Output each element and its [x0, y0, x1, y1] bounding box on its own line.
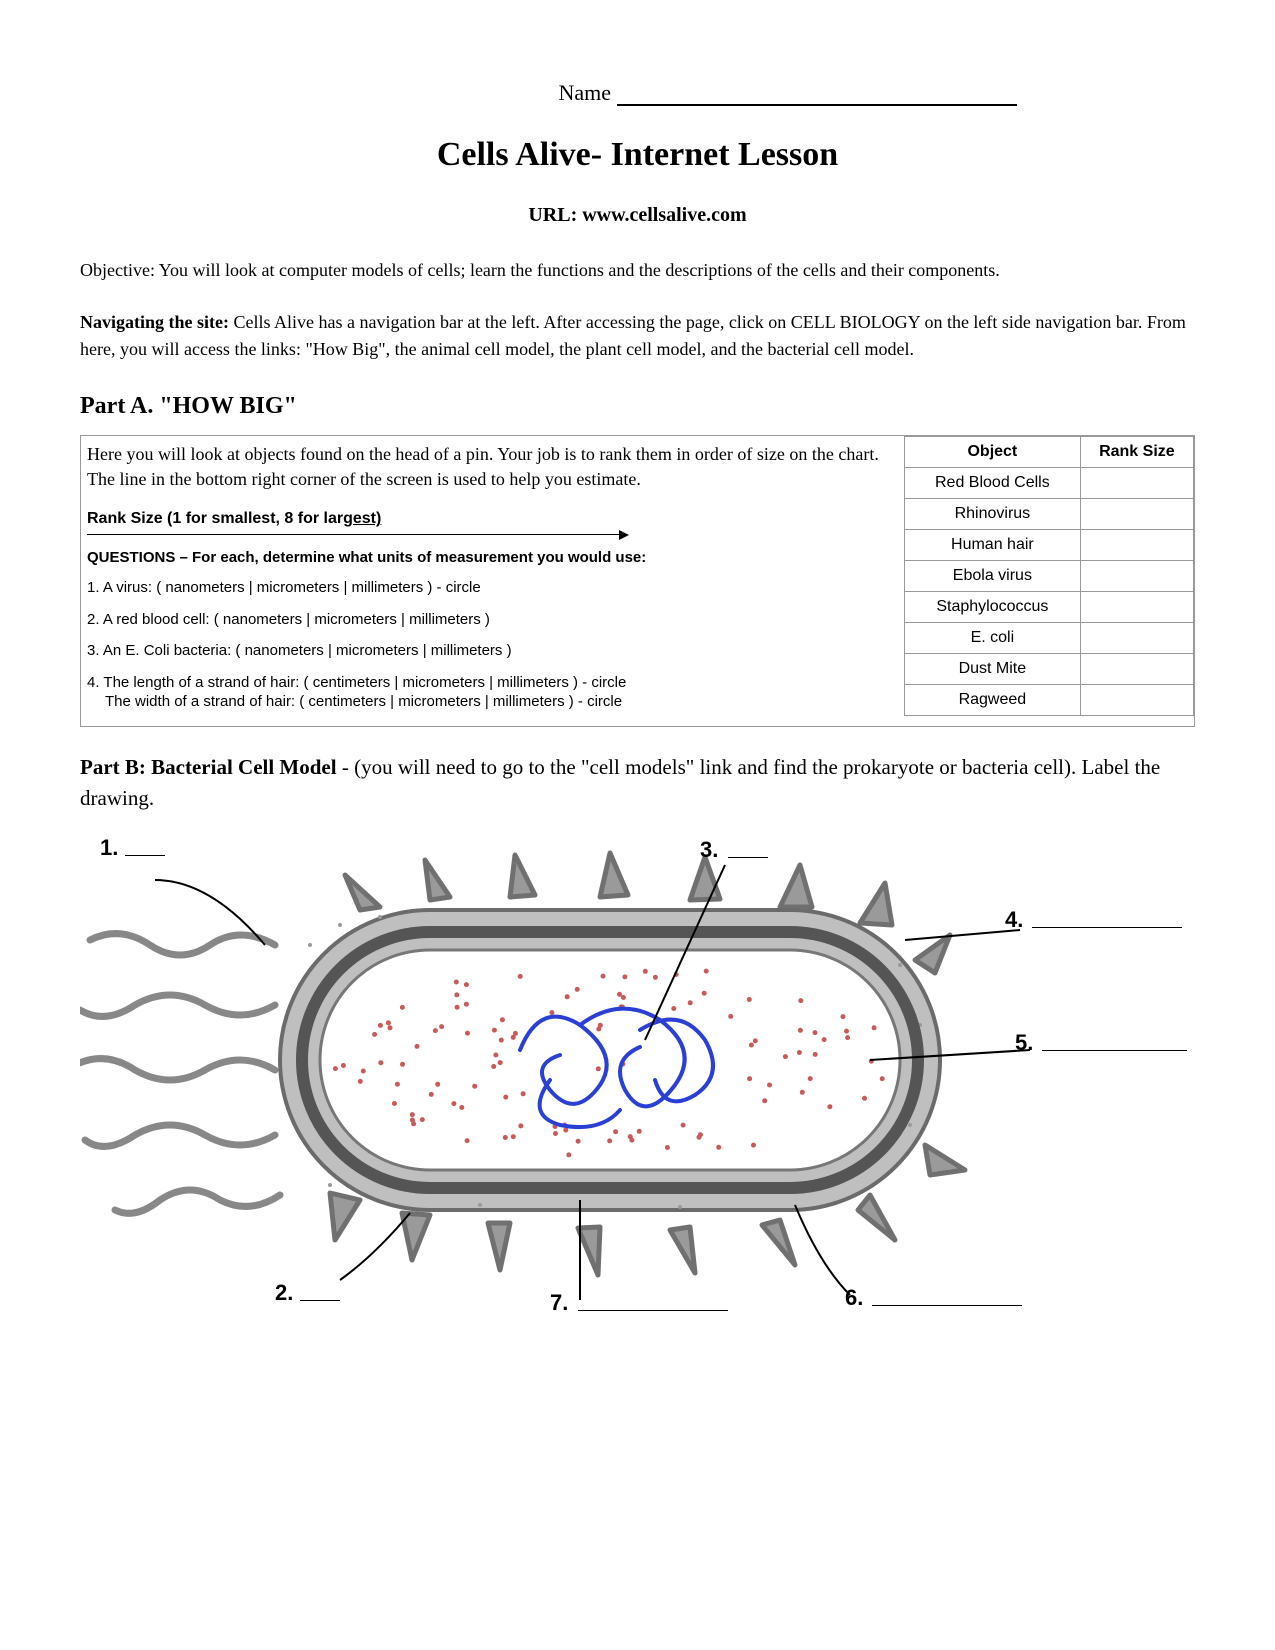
navigating-body: Cells Alive has a navigation bar at the …: [80, 312, 1186, 359]
page-title: Cells Alive- Internet Lesson: [80, 136, 1195, 174]
table-row: Ebola virus: [905, 561, 1081, 592]
table-row: Rhinovirus: [905, 499, 1081, 530]
name-blank[interactable]: [617, 104, 1017, 106]
col-rank: Rank Size: [1080, 437, 1193, 468]
col-object: Object: [905, 437, 1081, 468]
navigating-label: Navigating the site:: [80, 312, 229, 332]
part-a-box: Here you will look at objects found on t…: [80, 435, 1195, 727]
diagram-label-5: 5.: [1015, 1030, 1033, 1056]
label-line-7[interactable]: [578, 1310, 728, 1311]
rank-cell[interactable]: [1080, 685, 1193, 716]
diagram-label-3: 3.: [700, 837, 718, 863]
part-b-heading: Part B: Bacterial Cell Model - (you will…: [80, 752, 1195, 815]
diagram-label-7: 7.: [550, 1290, 568, 1316]
rank-cell[interactable]: [1080, 592, 1193, 623]
diagram-label-6: 6.: [845, 1285, 863, 1311]
rank-table: Object Rank Size Red Blood Cells Rhinovi…: [904, 436, 1194, 726]
question-1: 1. A virus: ( nanometers | micrometers |…: [87, 578, 894, 598]
label-line-4[interactable]: [1032, 927, 1182, 928]
rank-cell[interactable]: [1080, 530, 1193, 561]
diagram-label-1: 1.: [100, 835, 118, 861]
label-line-2[interactable]: [300, 1300, 340, 1301]
question-2: 2. A red blood cell: ( nanometers | micr…: [87, 610, 894, 630]
objective-text: Objective: You will look at computer mod…: [80, 257, 1195, 284]
navigating-text: Navigating the site: Cells Alive has a n…: [80, 309, 1195, 363]
arrow-line: [87, 534, 627, 535]
name-label: Name: [558, 80, 611, 105]
rank-cell[interactable]: [1080, 623, 1193, 654]
table-row: Ragweed: [905, 685, 1081, 716]
url-line: URL: www.cellsalive.com: [80, 204, 1195, 227]
name-field: Name: [380, 80, 1195, 106]
questions-heading: QUESTIONS – For each, determine what uni…: [87, 549, 894, 566]
rank-cell[interactable]: [1080, 561, 1193, 592]
table-row: Human hair: [905, 530, 1081, 561]
question-3: 3. An E. Coli bacteria: ( nanometers | m…: [87, 641, 894, 661]
label-line-5[interactable]: [1042, 1050, 1187, 1051]
diagram-label-4: 4.: [1005, 907, 1023, 933]
label-line-6[interactable]: [872, 1305, 1022, 1306]
rank-cell[interactable]: [1080, 499, 1193, 530]
rank-cell[interactable]: [1080, 654, 1193, 685]
part-a-heading: Part A. "HOW BIG": [80, 393, 1195, 420]
part-a-intro: Here you will look at objects found on t…: [87, 442, 894, 492]
label-line-3[interactable]: [728, 857, 768, 858]
rank-cell[interactable]: [1080, 468, 1193, 499]
bacterial-cell-diagram: 1. 2. 3. 4. 5. 6. 7.: [80, 825, 1195, 1345]
table-row: E. coli: [905, 623, 1081, 654]
rank-size-label: Rank Size (1 for smallest, 8 for largest…: [87, 510, 894, 528]
question-4: 4. The length of a strand of hair: ( cen…: [87, 673, 894, 712]
label-line-1[interactable]: [125, 855, 165, 856]
table-row: Dust Mite: [905, 654, 1081, 685]
table-row: Staphylococcus: [905, 592, 1081, 623]
diagram-label-2: 2.: [275, 1280, 293, 1306]
table-row: Red Blood Cells: [905, 468, 1081, 499]
